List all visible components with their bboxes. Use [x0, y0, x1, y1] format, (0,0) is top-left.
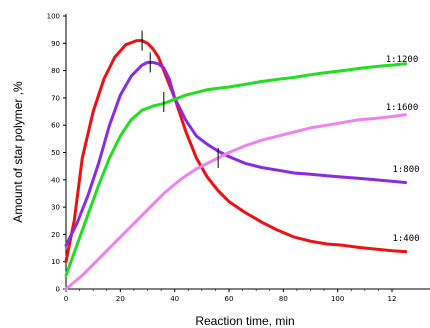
y-tick-label: 90 — [51, 40, 60, 48]
series-markers — [141, 30, 219, 168]
series-line-1-1200 — [64, 62, 408, 277]
series-label-1-800: 1:800 — [392, 165, 419, 175]
x-tick-label: 0 — [64, 295, 68, 303]
x-ticks: 0 20 40 60 80 100 12 — [64, 289, 397, 303]
series-label-1-1200: 1:1200 — [386, 55, 419, 65]
y-tick-label: 100 — [47, 13, 60, 21]
y-tick-label: 30 — [51, 204, 60, 212]
y-tick-label: 0 — [56, 286, 60, 294]
series-label-1-400: 1:400 — [392, 234, 419, 244]
x-tick-label: 20 — [116, 295, 125, 303]
x-tick-label: 100 — [331, 295, 344, 303]
x-tick-label: 80 — [279, 295, 288, 303]
y-ticks: 0 10 20 30 40 50 60 70 80 90 100 — [47, 13, 66, 294]
y-tick-label: 50 — [51, 149, 60, 157]
series-lines — [64, 39, 408, 291]
series-line-1-800 — [64, 60, 408, 247]
series-label-1-1600: 1:1600 — [386, 103, 419, 113]
series-line-1-400 — [64, 39, 408, 264]
y-tick-label: 40 — [51, 176, 60, 184]
y-tick-label: 10 — [51, 258, 60, 266]
y-axis-title: Amount of star polymer ,% — [11, 81, 25, 223]
series-line-1-1600 — [64, 113, 408, 291]
x-axis-title: Reaction time, min — [195, 314, 294, 328]
y-tick-label: 20 — [51, 231, 60, 239]
plot-area: 0 20 40 60 80 100 12 0 10 20 30 40 50 60 70 80 90 100 — [47, 13, 430, 303]
y-tick-label: 60 — [51, 122, 60, 130]
series-labels: 1:400 1:800 1:1200 1:1600 — [386, 55, 420, 244]
x-tick-label: 60 — [225, 295, 234, 303]
y-tick-label: 70 — [51, 94, 60, 102]
x-tick-label: 12 — [388, 295, 397, 303]
y-tick-label: 80 — [51, 67, 60, 75]
x-tick-label: 40 — [170, 295, 179, 303]
